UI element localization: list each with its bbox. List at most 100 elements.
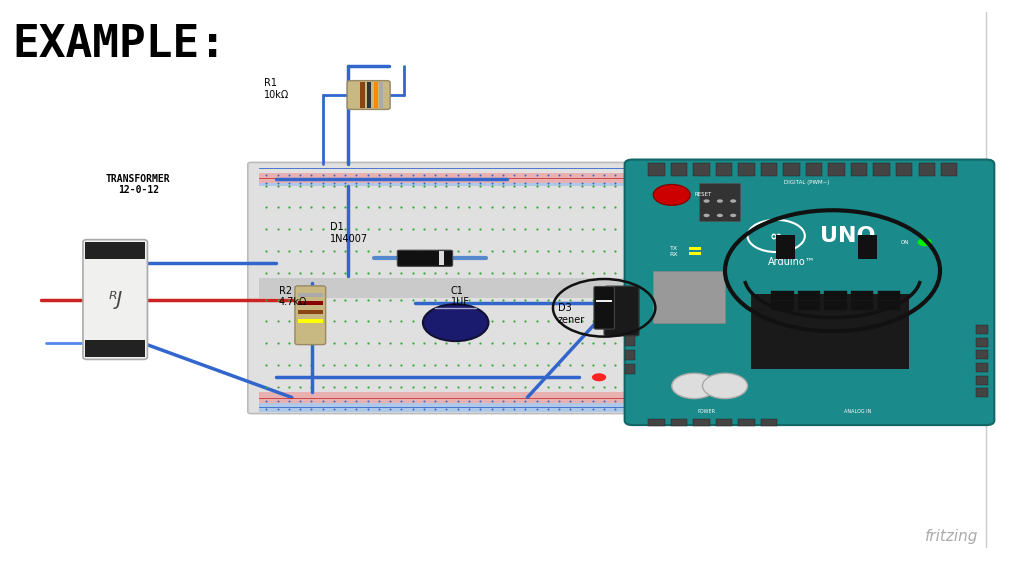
- Point: [472, 178, 488, 187]
- Point: [641, 203, 657, 212]
- Point: [393, 397, 410, 406]
- Point: [776, 247, 793, 256]
- Point: [438, 181, 455, 190]
- Bar: [716, 419, 732, 426]
- Point: [461, 170, 477, 179]
- Point: [573, 317, 590, 326]
- Point: [540, 295, 556, 304]
- Point: [427, 361, 443, 370]
- Point: [427, 295, 443, 304]
- Point: [810, 178, 826, 187]
- Bar: [976, 338, 988, 347]
- Point: [618, 397, 635, 406]
- Point: [450, 203, 466, 212]
- Point: [303, 181, 319, 190]
- Point: [258, 247, 274, 256]
- Point: [371, 181, 387, 190]
- Point: [799, 178, 815, 187]
- Point: [551, 247, 567, 256]
- Bar: [851, 301, 873, 310]
- Point: [416, 317, 432, 326]
- Point: [810, 317, 826, 326]
- Point: [562, 225, 579, 234]
- Point: [450, 339, 466, 348]
- Point: [517, 404, 534, 414]
- Point: [540, 181, 556, 190]
- Point: [427, 317, 443, 326]
- Point: [258, 178, 274, 187]
- Point: [450, 404, 466, 414]
- Point: [371, 404, 387, 414]
- Point: [652, 247, 669, 256]
- Point: [517, 268, 534, 278]
- Point: [517, 225, 534, 234]
- Point: [461, 225, 477, 234]
- Point: [585, 203, 601, 212]
- Point: [506, 268, 522, 278]
- Point: [517, 203, 534, 212]
- Point: [416, 361, 432, 370]
- Point: [776, 225, 793, 234]
- Point: [652, 225, 669, 234]
- Point: [652, 203, 669, 212]
- Point: [652, 268, 669, 278]
- Point: [483, 397, 500, 406]
- Point: [630, 361, 646, 370]
- Point: [810, 397, 826, 406]
- Point: [799, 361, 815, 370]
- Point: [641, 317, 657, 326]
- Bar: [851, 163, 867, 176]
- Point: [810, 404, 826, 414]
- Point: [562, 404, 579, 414]
- Point: [551, 361, 567, 370]
- Point: [393, 178, 410, 187]
- Point: [258, 181, 274, 190]
- Point: [438, 317, 455, 326]
- Point: [664, 317, 680, 326]
- Point: [371, 382, 387, 392]
- Point: [472, 268, 488, 278]
- Point: [776, 203, 793, 212]
- Point: [393, 268, 410, 278]
- Bar: [896, 163, 912, 176]
- Bar: [653, 271, 725, 323]
- Point: [664, 295, 680, 304]
- Point: [540, 247, 556, 256]
- Point: [292, 203, 308, 212]
- Point: [799, 170, 815, 179]
- Bar: [798, 291, 820, 300]
- Point: [404, 404, 421, 414]
- Point: [607, 382, 624, 392]
- Point: [348, 404, 365, 414]
- Point: [697, 170, 714, 179]
- Point: [495, 295, 511, 304]
- Bar: [976, 325, 988, 334]
- Point: [450, 181, 466, 190]
- Circle shape: [918, 238, 932, 247]
- Point: [799, 382, 815, 392]
- Point: [607, 178, 624, 187]
- Point: [326, 317, 342, 326]
- Point: [641, 382, 657, 392]
- Point: [258, 225, 274, 234]
- Point: [359, 181, 376, 190]
- Point: [404, 170, 421, 179]
- Point: [697, 203, 714, 212]
- Point: [709, 295, 725, 304]
- Point: [517, 317, 534, 326]
- Point: [416, 181, 432, 190]
- Text: ON: ON: [901, 240, 909, 245]
- Point: [427, 203, 443, 212]
- Point: [630, 181, 646, 190]
- Point: [754, 382, 770, 392]
- Point: [607, 181, 624, 190]
- Point: [371, 339, 387, 348]
- Point: [427, 181, 443, 190]
- Point: [765, 317, 781, 326]
- Point: [540, 178, 556, 187]
- Point: [337, 225, 353, 234]
- Point: [393, 225, 410, 234]
- Point: [664, 339, 680, 348]
- Point: [731, 247, 748, 256]
- Point: [754, 181, 770, 190]
